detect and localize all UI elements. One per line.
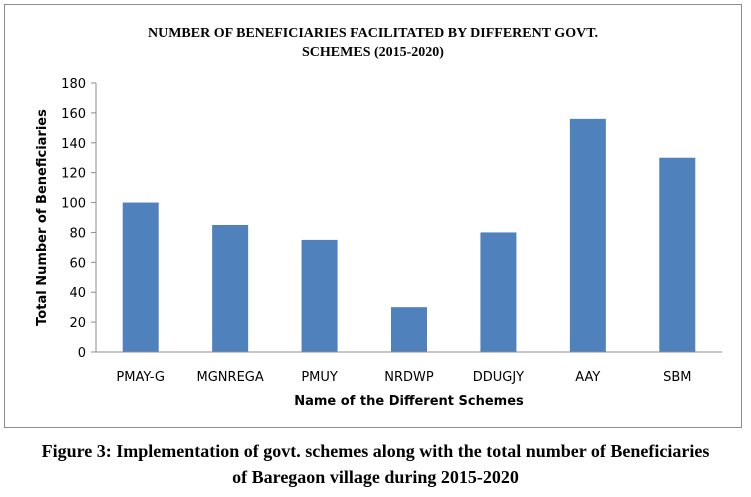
x-tick-label: DDUGJY — [473, 370, 524, 385]
x-tick-label: PMUY — [301, 370, 338, 385]
x-axis-ticks: PMAY-G MGNREGA PMUY NRDWP DDUGJY AAY SBM — [116, 370, 691, 385]
x-tick-label: MGNREGA — [197, 370, 264, 385]
y-tick-label: 20 — [69, 316, 86, 331]
caption-line-1: Figure 3: Implementation of govt. scheme… — [41, 441, 710, 461]
bar-aay — [569, 118, 606, 352]
y-tick-label: 100 — [61, 197, 86, 212]
x-tick-label: PMAY-G — [116, 370, 165, 385]
bar-pmay-g — [122, 202, 159, 352]
bars — [122, 118, 696, 352]
bar-mgnrega — [212, 224, 249, 352]
x-axis-title: Name of the Different Schemes — [294, 394, 524, 409]
y-axis-ticks: 0 20 40 60 80 100 120 140 160 180 — [61, 77, 96, 361]
caption-line-2: of Baregaon village during 2015-2020 — [232, 467, 519, 487]
chart-title-line-1: NUMBER OF BENEFICIARIES FACILITATED BY D… — [147, 26, 598, 41]
y-tick-label: 80 — [69, 226, 86, 241]
y-tick-label: 140 — [61, 137, 86, 152]
y-tick-label: 0 — [78, 346, 86, 361]
chart-title-line-2: SCHEMES (2015-2020) — [302, 45, 444, 60]
y-tick-label: 180 — [61, 77, 86, 92]
y-tick-label: 160 — [61, 107, 86, 122]
figure-caption: Figure 3: Implementation of govt. scheme… — [0, 438, 751, 490]
x-tick-label: AAY — [575, 370, 600, 385]
bar-pmuy — [301, 239, 338, 352]
y-axis-title: Total Number of Beneficiaries — [35, 109, 50, 326]
bar-sbm — [659, 157, 696, 352]
x-tick-label: SBM — [663, 370, 691, 385]
y-tick-label: 120 — [61, 167, 86, 182]
y-tick-label: 40 — [69, 286, 86, 301]
bar-ddugjy — [480, 232, 517, 352]
bar-nrdwp — [391, 307, 427, 352]
chart-title: NUMBER OF BENEFICIARIES FACILITATED BY D… — [4, 24, 742, 62]
x-tick-label: NRDWP — [384, 370, 434, 385]
y-tick-label: 60 — [69, 256, 86, 271]
